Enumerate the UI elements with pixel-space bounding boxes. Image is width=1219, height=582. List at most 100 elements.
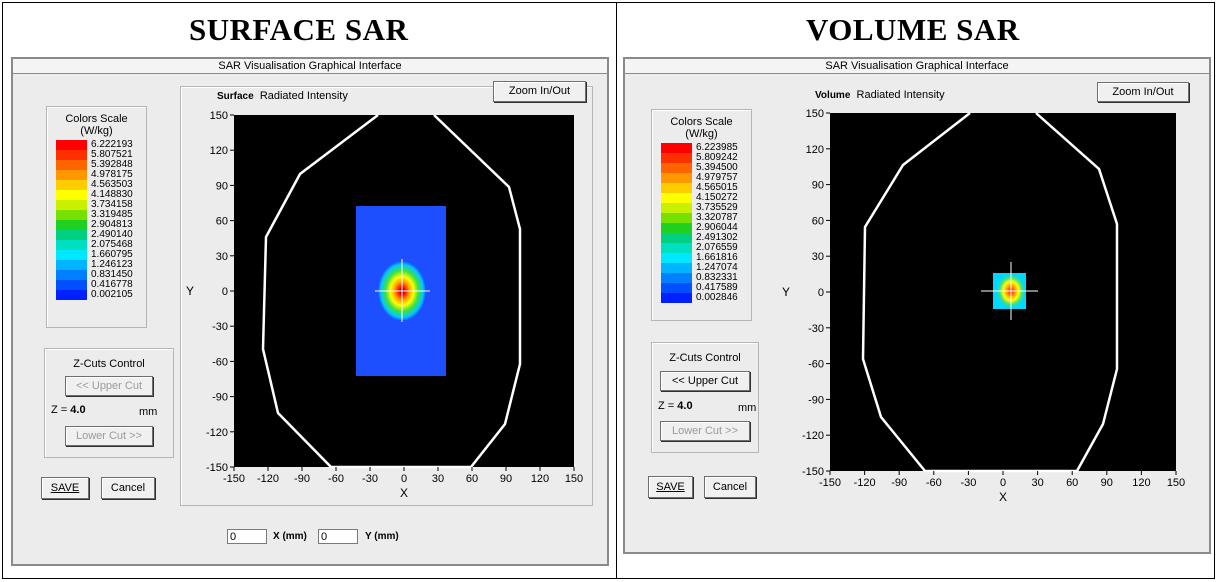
scale-value: 0.002846 [696,292,738,303]
scale-swatch [661,253,692,263]
volume-y-tick-label: -60 [808,359,824,371]
scale-swatch [661,283,692,293]
scale-swatch [661,263,692,273]
scale-swatch [661,193,692,203]
scale-value: 0.417589 [696,282,738,293]
volume-y-tick-label: 60 [812,215,824,227]
scale-value: 1.661816 [696,252,738,263]
volume-x-tick-label: 90 [1101,477,1113,489]
volume-y-tick-label: -30 [808,323,824,335]
volume-panel-title: VOLUME SAR [806,12,1020,47]
surface-y-axis-label: Y [186,284,194,298]
surface-scale-title: Colors Scale [65,113,128,125]
volume-plot-caption: Radiated Intensity [856,89,945,101]
scale-swatch [56,170,87,180]
scale-value: 2.491302 [696,232,738,243]
volume-y-tick-label: 0 [818,287,824,299]
surface-panel-title: SURFACE SAR [189,12,409,47]
volume-y-tick-label: -90 [808,394,824,406]
scale-value: 2.906044 [696,222,738,233]
surface-x-tick-label: -150 [223,473,245,485]
surface-upper-cut-button[interactable]: << Upper Cut [65,376,153,396]
scale-value: 5.809242 [696,152,738,163]
scale-swatch [56,200,87,210]
scale-swatch [661,173,692,183]
surface-x-tick-label: 0 [401,473,407,485]
scale-swatch [56,250,87,260]
scale-value: 4.565015 [696,182,738,193]
surface-x-input[interactable]: 0 [227,529,267,544]
scale-value: 3.320787 [696,212,738,223]
surface-z-value: 4.0 [70,404,86,416]
scale-value: 0.832331 [696,272,738,283]
scale-swatch [661,183,692,193]
surface-y-tick-label: -150 [206,462,228,474]
scale-swatch [56,190,87,200]
volume-lower-cut-button[interactable]: Lower Cut >> [660,421,750,441]
surface-zcuts-title: Z-Cuts Control [73,358,145,370]
surface-x-tick-label: -60 [328,473,344,485]
scale-swatch [661,223,692,233]
volume-y-tick-label: 30 [812,251,824,263]
surface-z-label-text: Z = [51,404,68,416]
surface-plot-mode: Surface [217,91,254,102]
scale-value: 2.076559 [696,242,738,253]
volume-x-tick-label: 150 [1167,477,1185,489]
panel-divider [616,2,617,579]
volume-y-axis-label: Y [782,285,790,299]
surface-scale-unit: (W/kg) [80,125,113,137]
surface-save-label: SAVE [50,482,80,494]
scale-value: 4.978175 [91,169,133,180]
surface-y-tick-label: -120 [206,427,228,439]
scale-value: 5.392848 [91,159,133,170]
scale-value: 2.490140 [91,229,133,240]
surface-zoom-button[interactable]: Zoom In/Out [493,81,586,102]
volume-upper-cut-button[interactable]: << Upper Cut [660,371,750,391]
scale-swatch [56,280,87,290]
volume-zcuts-box: Z-Cuts Control << Upper Cut Z = 4.0 mm L… [651,342,759,453]
scale-value: 2.075468 [91,239,133,250]
volume-y-tick-label: 150 [806,108,824,120]
scale-value: 6.223985 [696,142,738,153]
scale-swatch [56,240,87,250]
volume-x-tick-label: 60 [1066,477,1078,489]
scale-value: 4.148830 [91,189,133,200]
scale-value: 4.563503 [91,179,133,190]
scale-value: 3.735529 [696,202,738,213]
scale-value: 0.002105 [91,289,133,300]
surface-y-tick-label: 0 [222,286,228,298]
surface-zcuts-box: Z-Cuts Control << Upper Cut Z = 4.0 mm L… [44,348,174,458]
volume-x-tick-label: 30 [1031,477,1043,489]
scale-value: 1.247074 [696,262,738,273]
surface-x-tick-label: 120 [531,473,549,485]
volume-window: SAR Visualisation Graphical Interface Co… [623,57,1211,554]
surface-y-input-label: Y (mm) [365,531,399,542]
volume-colors-scale-box: Colors Scale (W/kg) 6.223985 5.809242 5.39… [651,109,752,321]
surface-window-title: SAR Visualisation Graphical Interface [13,59,607,74]
volume-scale-unit: (W/kg) [685,128,718,140]
volume-cancel-button[interactable]: Cancel [704,476,756,498]
scale-swatch [56,140,87,150]
volume-zoom-button[interactable]: Zoom In/Out [1097,82,1189,102]
scale-value: 2.904813 [91,219,133,230]
volume-x-tick-label: -30 [960,477,976,489]
scale-swatch [661,153,692,163]
surface-cancel-button[interactable]: Cancel [101,477,155,499]
surface-z-unit: mm [139,406,158,418]
volume-save-button[interactable]: SAVE [648,476,693,498]
surface-y-input[interactable]: 0 [318,529,358,544]
volume-plot-mode: Volume [815,90,851,101]
scale-value: 4.979757 [696,172,738,183]
scale-swatch [661,273,692,283]
volume-cancel-label: Cancel [712,481,748,493]
surface-save-button[interactable]: SAVE [41,477,89,499]
surface-x-tick-label: 150 [565,473,583,485]
surface-y-tick-label: 150 [210,110,228,122]
surface-colors-scale-box: Colors Scale (W/kg) 6.222193 5.807521 5.39… [46,106,147,328]
scale-swatch [661,243,692,253]
volume-y-tick-label: -150 [802,466,824,478]
volume-x-tick-label: 120 [1132,477,1150,489]
volume-plot-title: Volume Radiated Intensity [815,89,945,101]
volume-save-label: SAVE [656,481,685,493]
surface-lower-cut-button[interactable]: Lower Cut >> [65,426,153,446]
